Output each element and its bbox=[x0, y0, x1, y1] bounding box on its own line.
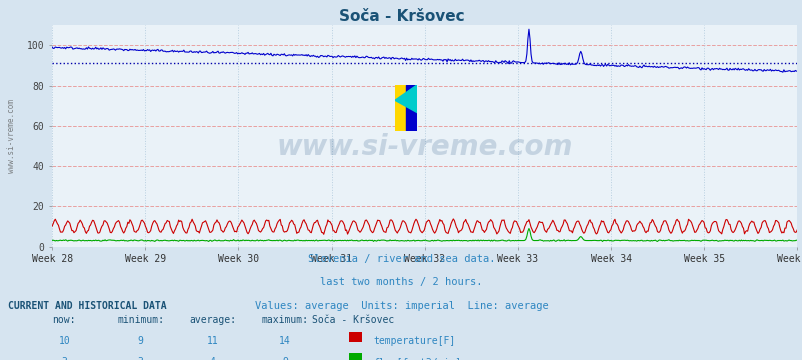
Text: Slovenia / river and sea data.: Slovenia / river and sea data. bbox=[307, 254, 495, 264]
Text: now:: now: bbox=[52, 315, 76, 325]
Polygon shape bbox=[395, 85, 417, 113]
Text: maximum:: maximum: bbox=[261, 315, 308, 325]
Text: 3: 3 bbox=[61, 357, 67, 360]
Bar bbox=[406, 85, 417, 131]
Text: www.si-vreme.com: www.si-vreme.com bbox=[6, 99, 16, 173]
Text: minimum:: minimum: bbox=[117, 315, 164, 325]
Text: 3: 3 bbox=[137, 357, 144, 360]
Text: 10: 10 bbox=[59, 336, 70, 346]
Text: flow[foot3/min]: flow[foot3/min] bbox=[373, 357, 461, 360]
Text: www.si-vreme.com: www.si-vreme.com bbox=[276, 133, 573, 161]
Text: temperature[F]: temperature[F] bbox=[373, 336, 455, 346]
Text: average:: average: bbox=[189, 315, 236, 325]
Text: 9: 9 bbox=[282, 357, 288, 360]
Text: 4: 4 bbox=[209, 357, 216, 360]
Bar bbox=[395, 85, 406, 131]
Text: Soča - Kršovec: Soča - Kršovec bbox=[312, 315, 394, 325]
Text: CURRENT AND HISTORICAL DATA: CURRENT AND HISTORICAL DATA bbox=[8, 301, 167, 311]
Text: 11: 11 bbox=[207, 336, 218, 346]
Text: last two months / 2 hours.: last two months / 2 hours. bbox=[320, 277, 482, 287]
Text: Soča - Kršovec: Soča - Kršovec bbox=[338, 9, 464, 24]
Text: 14: 14 bbox=[279, 336, 290, 346]
Text: 9: 9 bbox=[137, 336, 144, 346]
Text: Values: average  Units: imperial  Line: average: Values: average Units: imperial Line: av… bbox=[254, 301, 548, 311]
